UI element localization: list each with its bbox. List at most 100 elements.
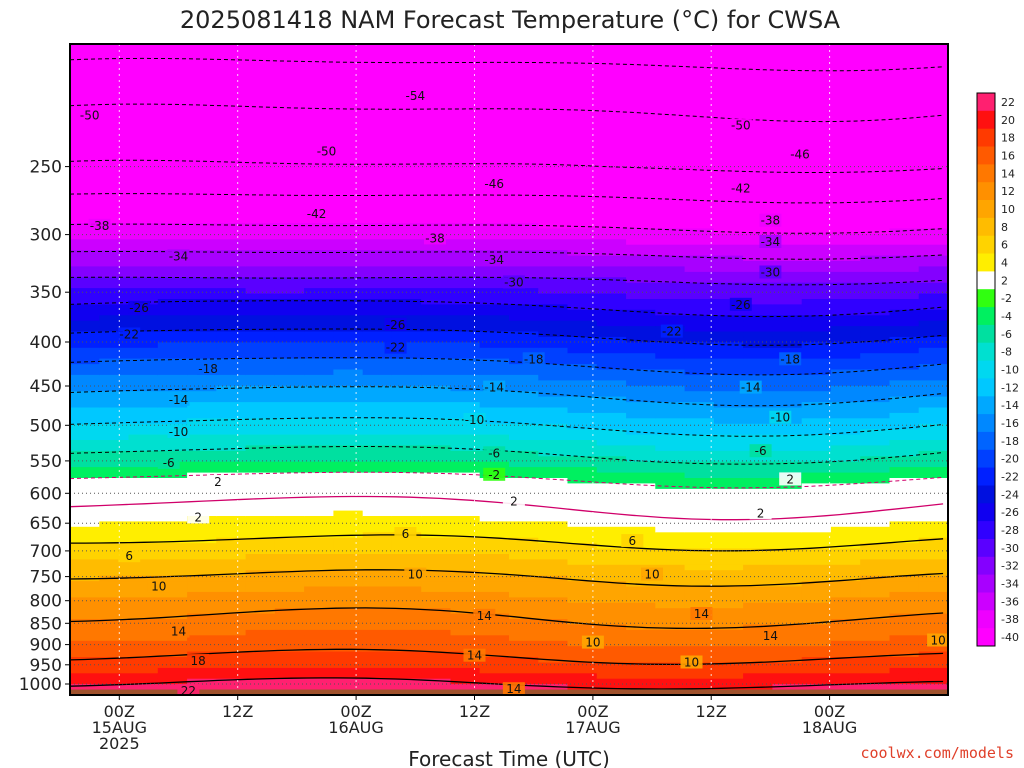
- field-cell: [216, 136, 247, 143]
- field-cell: [567, 467, 598, 474]
- field-cell: [567, 494, 598, 501]
- field-cell: [743, 261, 773, 267]
- field-cell: [830, 141, 861, 148]
- field-cell: [99, 467, 130, 474]
- field-cell: [333, 619, 364, 625]
- field-cell: [450, 499, 481, 506]
- field-cell: [538, 233, 569, 240]
- field-cell: [743, 239, 773, 246]
- field-cell: [713, 179, 744, 186]
- field-cell: [743, 640, 773, 647]
- field-cell: [333, 602, 364, 609]
- field-cell: [216, 423, 247, 430]
- field-cell: [743, 347, 773, 354]
- field-cell: [889, 629, 920, 636]
- field-cell: [830, 147, 861, 154]
- field-cell: [274, 157, 305, 164]
- field-cell: [128, 467, 159, 474]
- field-cell: [889, 532, 920, 539]
- field-cell: [479, 678, 510, 685]
- field-cell: [743, 581, 773, 588]
- field-cell: [304, 526, 334, 533]
- field-cell: [684, 597, 715, 604]
- field-cell: [889, 98, 920, 105]
- field-cell: [216, 537, 247, 544]
- field-cell: [391, 608, 422, 615]
- field-cell: [860, 629, 891, 636]
- field-cell: [772, 575, 803, 582]
- field-cell: [187, 168, 217, 175]
- field-cell: [860, 423, 891, 430]
- field-cell: [626, 554, 656, 560]
- field-cell: [70, 120, 100, 126]
- field-cell: [626, 157, 656, 164]
- field-cell: [245, 157, 276, 164]
- field-cell: [99, 662, 130, 669]
- y-tick-label: 450: [30, 377, 62, 397]
- contour-label: -6: [488, 446, 500, 460]
- field-cell: [128, 71, 159, 78]
- field-cell: [538, 320, 569, 327]
- field-cell: [421, 163, 452, 170]
- field-cell: [70, 456, 100, 463]
- field-cell: [187, 483, 217, 490]
- field-cell: [655, 472, 686, 479]
- field-cell: [713, 602, 744, 609]
- field-cell: [509, 510, 539, 517]
- field-cell: [99, 646, 130, 653]
- field-cell: [362, 114, 393, 121]
- field-cell: [538, 82, 569, 88]
- field-cell: [889, 255, 920, 262]
- field-cell: [304, 364, 334, 371]
- field-cell: [509, 581, 539, 588]
- field-cell: [333, 320, 364, 327]
- field-cell: [684, 125, 715, 132]
- field-cell: [128, 640, 159, 647]
- field-cell: [479, 71, 510, 78]
- field-cell: [450, 526, 481, 533]
- field-cell: [596, 228, 627, 235]
- y-tick-label: 500: [30, 416, 62, 436]
- field-cell: [274, 190, 305, 197]
- field-cell: [684, 684, 715, 691]
- field-cell: [684, 532, 715, 539]
- field-cell: [479, 223, 510, 229]
- field-cell: [567, 228, 598, 235]
- field-cell: [157, 412, 188, 419]
- field-cell: [362, 233, 393, 240]
- field-cell: [655, 635, 686, 642]
- field-cell: [713, 82, 744, 88]
- colorbar-label: -6: [1001, 328, 1012, 341]
- field-cell: [479, 673, 510, 680]
- field-cell: [860, 673, 891, 680]
- field-cell: [421, 152, 452, 159]
- field-cell: [889, 537, 920, 544]
- field-cell: [889, 125, 920, 132]
- field-cell: [245, 299, 276, 305]
- field-cell: [450, 282, 481, 289]
- field-cell: [362, 575, 393, 582]
- field-cell: [245, 532, 276, 539]
- field-cell: [450, 195, 481, 202]
- field-cell: [860, 44, 891, 50]
- field-cell: [918, 624, 948, 631]
- field-cell: [187, 499, 217, 506]
- field-cell: [918, 440, 948, 446]
- field-cell: [743, 537, 773, 544]
- field-cell: [362, 385, 393, 392]
- field-cell: [304, 304, 334, 311]
- field-cell: [889, 374, 920, 381]
- field-cell: [830, 244, 861, 251]
- field-cell: [333, 657, 364, 663]
- field-cell: [889, 358, 920, 365]
- field-cell: [655, 174, 686, 181]
- field-cell: [830, 233, 861, 240]
- field-cell: [421, 54, 452, 61]
- field-cell: [772, 543, 803, 550]
- field-cell: [509, 559, 539, 566]
- field-cell: [684, 391, 715, 398]
- field-cell: [99, 130, 130, 137]
- field-cell: [421, 120, 452, 126]
- field-cell: [479, 87, 510, 94]
- credit-link[interactable]: coolwx.com/models: [860, 744, 1014, 762]
